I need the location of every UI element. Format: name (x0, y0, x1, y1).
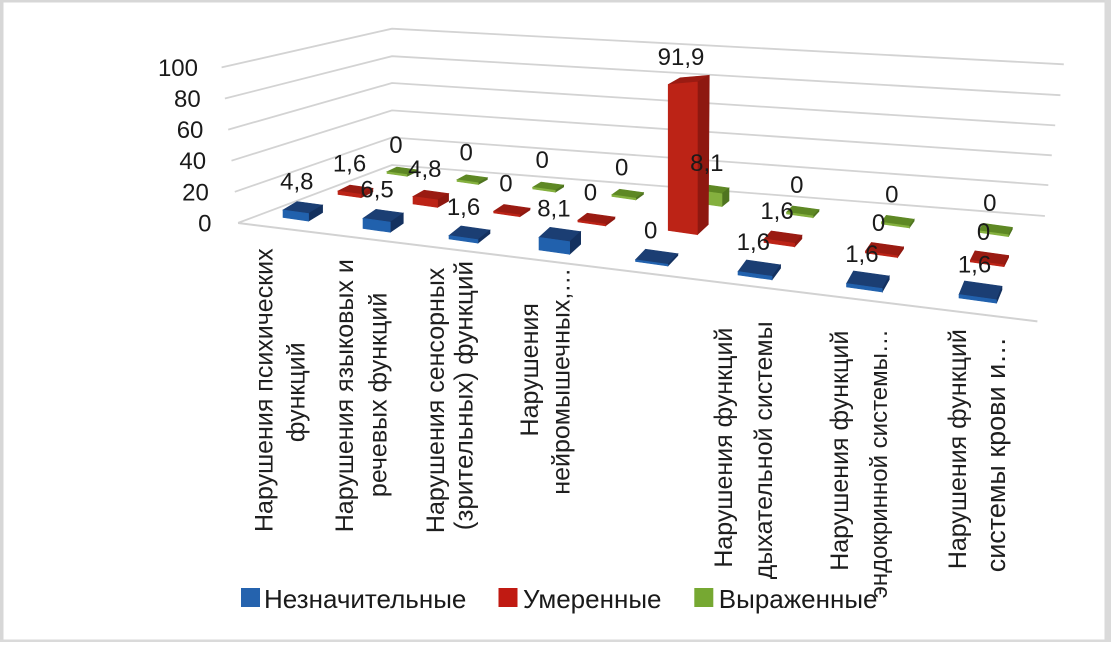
svg-text:Нарушения языковых и: Нарушения языковых и (331, 259, 359, 532)
svg-text:Нарушения функций: Нарушения функций (944, 329, 972, 569)
svg-text:1,6: 1,6 (760, 198, 793, 225)
svg-text:Нарушения функций: Нарушения функций (710, 328, 738, 568)
svg-text:системы крови и…: системы крови и… (981, 337, 1011, 573)
svg-text:0: 0 (389, 132, 402, 159)
svg-text:функций: функций (283, 342, 311, 442)
svg-text:1,6: 1,6 (845, 241, 878, 268)
svg-text:Нарушения функций: Нарушения функций (826, 331, 854, 571)
svg-text:Нарушения: Нарушения (516, 303, 544, 436)
svg-text:0: 0 (198, 210, 211, 237)
svg-text:Нарушения психических: Нарушения психических (250, 248, 278, 532)
svg-text:100: 100 (158, 55, 198, 82)
svg-text:1,6: 1,6 (958, 251, 991, 278)
svg-text:0: 0 (790, 172, 803, 199)
svg-text:нейромышечных,…: нейромышечных,… (547, 268, 575, 495)
svg-text:дыхательной системы: дыхательной системы (750, 321, 778, 579)
svg-text:0: 0 (499, 171, 512, 198)
svg-text:(зрительных) функций: (зрительных) функций (449, 261, 479, 530)
svg-text:0: 0 (983, 190, 996, 217)
svg-text:4,8: 4,8 (408, 156, 441, 183)
svg-text:эндокринной системы…: эндокринной системы… (866, 329, 893, 598)
svg-text:0: 0 (885, 182, 898, 209)
svg-text:8,1: 8,1 (690, 150, 723, 177)
svg-text:0: 0 (615, 155, 628, 182)
svg-text:1,6: 1,6 (737, 229, 770, 256)
svg-text:20: 20 (182, 179, 209, 206)
svg-text:0: 0 (460, 140, 473, 167)
svg-text:91,9: 91,9 (658, 44, 705, 71)
svg-text:4,8: 4,8 (280, 169, 313, 196)
svg-text:80: 80 (174, 86, 201, 113)
svg-text:60: 60 (177, 117, 204, 144)
svg-text:Нарушения сенсорных: Нарушения сенсорных (422, 267, 450, 533)
svg-text:6,5: 6,5 (360, 177, 393, 204)
svg-text:речевых функций: речевых функций (364, 293, 392, 497)
svg-text:Незначительные: Незначительные (264, 584, 466, 614)
svg-text:40: 40 (179, 148, 206, 175)
svg-text:8,1: 8,1 (537, 195, 570, 222)
svg-text:1,6: 1,6 (447, 194, 480, 221)
svg-text:0: 0 (644, 218, 657, 245)
svg-text:Умеренные: Умеренные (523, 584, 661, 614)
svg-text:0: 0 (536, 147, 549, 174)
svg-text:Выраженные: Выраженные (719, 584, 878, 614)
svg-text:0: 0 (872, 210, 885, 237)
svg-text:1,6: 1,6 (333, 151, 366, 178)
svg-text:0: 0 (977, 219, 990, 246)
svg-text:0: 0 (584, 180, 597, 207)
